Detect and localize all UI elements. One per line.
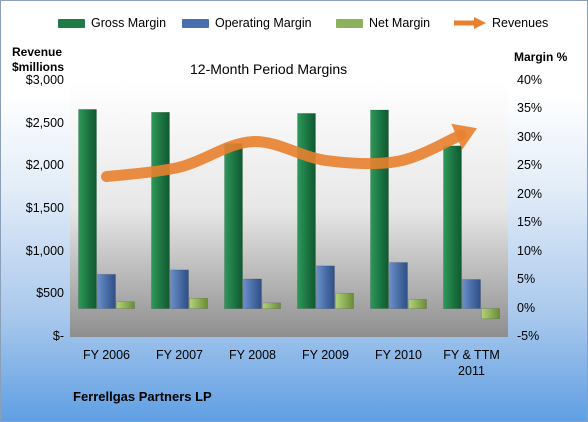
left-axis-label-line2: $millions [12, 60, 65, 74]
legend-swatch-gross [58, 18, 85, 28]
right-tick-label: 15% [517, 215, 543, 230]
bar-net-margin [189, 298, 208, 309]
category-label-line: 2011 [458, 364, 485, 378]
category-label: FY 2008 [208, 347, 298, 363]
bar-net-margin [116, 301, 135, 309]
category-label: FY 2006 [62, 347, 152, 363]
bars-layer [78, 109, 500, 320]
left-tick-label: $- [52, 329, 64, 343]
legend-swatch-operating [182, 18, 209, 28]
right-tick-label: 20% [517, 186, 543, 201]
bar-gross-margin [370, 109, 389, 309]
arrow-icon [454, 17, 486, 29]
category-label-line: FY & TTM [443, 348, 500, 362]
right-tick-label: 30% [517, 129, 543, 144]
bar-operating-margin [243, 278, 262, 309]
legend-label-gross: Gross Margin [91, 16, 167, 30]
legend-revenues: Revenues [452, 16, 548, 30]
right-tick-label: 10% [517, 243, 543, 258]
legend-label-revenues: Revenues [492, 16, 549, 30]
bar-operating-margin [389, 262, 408, 309]
bar-net-margin [481, 308, 500, 320]
bar-operating-margin [462, 279, 481, 309]
footer-company-name: Ferrellgas Partners LP [73, 389, 212, 404]
bar-gross-margin [78, 109, 97, 309]
left-tick-label: $3,000 [25, 73, 64, 87]
category-label-line: FY 2009 [301, 348, 350, 362]
category-label: FY & TTM 2011 [427, 347, 517, 379]
legend-label-operating: Operating Margin [215, 16, 312, 30]
category-label-line: FY 2007 [155, 348, 204, 362]
bar-gross-margin [224, 143, 243, 309]
revenue-line-layer [101, 123, 477, 183]
bar-net-margin [335, 292, 354, 309]
left-axis-label-line1: Revenue [12, 45, 63, 59]
bar-gross-margin [443, 145, 462, 309]
category-label: FY 2007 [135, 347, 225, 363]
bar-operating-margin [316, 265, 335, 309]
category-label-line: FY 2006 [82, 348, 131, 362]
left-tick-label: $500 [36, 286, 64, 301]
left-tick-label: $1,000 [25, 243, 64, 258]
right-tick-label: 0% [517, 300, 536, 315]
legend-operating-margin: Operating Margin [182, 16, 312, 30]
right-tick-label: 35% [517, 101, 543, 116]
left-tick-label: $2,000 [25, 158, 64, 173]
bar-gross-margin [151, 112, 170, 309]
revenues-line [101, 129, 467, 183]
bar-net-margin [408, 299, 427, 309]
left-tick-label: $2,500 [25, 115, 64, 130]
legend-label-net: Net Margin [369, 16, 431, 30]
legend-gross-margin: Gross Margin [58, 16, 166, 30]
category-label: FY 2010 [354, 347, 444, 363]
chart-title: 12-Month Period Margins [190, 61, 348, 77]
right-axis-label: Margin % [514, 50, 568, 64]
bar-operating-margin [97, 274, 116, 309]
right-tick-label: 25% [517, 158, 543, 173]
bar-gross-margin [297, 113, 316, 309]
category-label-line: FY 2008 [228, 348, 277, 362]
right-tick-label: 5% [517, 272, 536, 287]
bar-net-margin [262, 302, 281, 309]
right-tick-label: -5% [517, 329, 540, 343]
legend-net-margin: Net Margin [336, 16, 430, 30]
bar-operating-margin [170, 269, 189, 309]
plot-area [70, 81, 508, 337]
right-tick-label: 40% [517, 73, 543, 87]
category-label: FY 2009 [281, 347, 371, 363]
legend-swatch-net [336, 18, 363, 28]
revenues-arrowhead [451, 123, 477, 150]
category-label-line: FY 2010 [374, 348, 423, 362]
left-tick-label: $1,500 [25, 201, 64, 215]
